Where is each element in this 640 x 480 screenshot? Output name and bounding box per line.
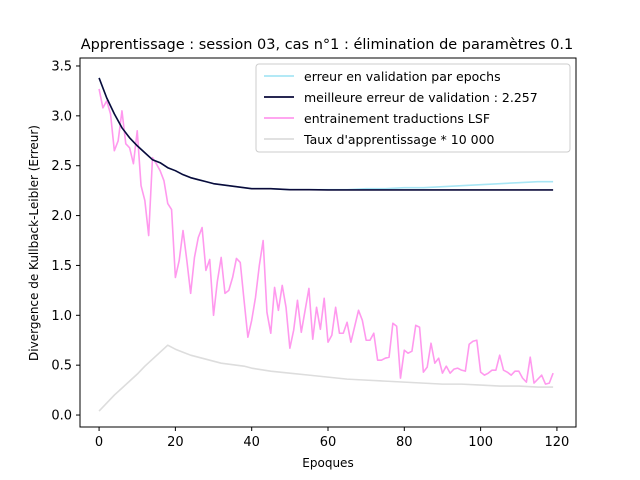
legend-label-training: entrainement traductions LSF (304, 111, 490, 126)
y-tick-label: 1.0 (51, 309, 72, 324)
series-line-training (98, 88, 554, 385)
legend-label-validation-error: erreur en validation par epochs (304, 69, 501, 84)
y-tick-label: 0.0 (51, 409, 72, 424)
y-tick-label: 3.5 (51, 59, 72, 74)
legend-label-learning-rate: Taux d'apprentissage * 10 000 (303, 132, 495, 147)
series-line-learning-rate (98, 344, 554, 412)
x-tick-label: 100 (468, 435, 493, 450)
x-tick-label: 20 (167, 435, 184, 450)
legend-frame (255, 63, 571, 153)
x-tick-label: 60 (320, 435, 337, 450)
y-tick-label: 0.5 (51, 359, 72, 374)
y-axis-label: Divergence de Kullback-Leibler (Erreur) (27, 125, 41, 361)
chart-title: Apprentissage : session 03, cas n°1 : él… (81, 37, 574, 53)
legend-label-best-validation-error: meilleure erreur de validation : 2.257 (304, 90, 538, 105)
x-axis-ticks: 0 20 40 60 80 100 120 (95, 427, 569, 450)
x-tick-label: 40 (243, 435, 260, 450)
y-tick-label: 1.5 (51, 259, 72, 274)
x-tick-label: 120 (545, 435, 570, 450)
legend: erreur en validation par epochs meilleur… (255, 63, 571, 153)
x-axis-label: Epoques (302, 456, 353, 470)
y-tick-label: 2.0 (51, 209, 72, 224)
y-tick-label: 3.0 (51, 109, 72, 124)
x-tick-label: 0 (95, 435, 103, 450)
series-layer (98, 77, 554, 412)
series-line-best-validation-error (98, 77, 554, 191)
y-axis-ticks: 0.0 0.5 1.0 1.5 2.0 2.5 3.0 3.5 (51, 59, 80, 424)
y-tick-label: 2.5 (51, 159, 72, 174)
x-tick-label: 80 (396, 435, 413, 450)
